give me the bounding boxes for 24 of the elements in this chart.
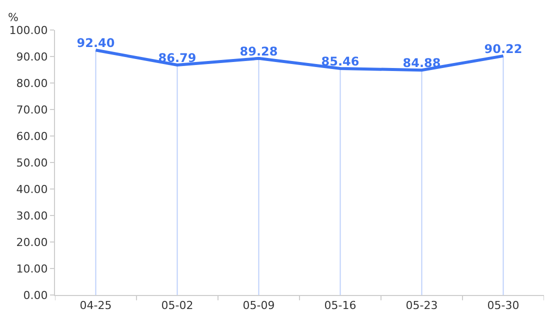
x-tick-label: 05-23	[406, 299, 438, 312]
y-tick-label: 0.00	[23, 288, 48, 302]
x-tick-label: 05-02	[161, 299, 194, 312]
data-label: 89.28	[240, 44, 278, 58]
y-tick-label: 70.00	[16, 103, 48, 116]
y-tick-label: 20.00	[16, 236, 48, 249]
y-tick-label: 80.00	[16, 76, 48, 90]
data-label: 92.40	[76, 36, 115, 50]
y-tick-label: 100.00	[9, 24, 48, 37]
y-tick-label: 60.00	[16, 130, 48, 143]
y-tick-label: 40.00	[16, 182, 48, 196]
data-label: 90.22	[484, 42, 522, 56]
x-tick-label: 05-16	[324, 299, 356, 312]
x-tick-label: 05-09	[242, 299, 275, 312]
data-label: 86.79	[158, 51, 196, 66]
y-tick-label: 30.00	[16, 209, 48, 222]
x-tick-label: 04-25	[80, 299, 112, 312]
y-tick-label: 10.00	[16, 262, 48, 276]
data-label: 85.46	[321, 54, 360, 69]
x-tick-label: 05-30	[487, 299, 520, 312]
data-label: 84.88	[402, 56, 441, 70]
y-axis-title: %	[8, 11, 18, 24]
y-tick-label: 50.00	[16, 156, 48, 170]
y-tick-label: 90.00	[16, 50, 48, 64]
